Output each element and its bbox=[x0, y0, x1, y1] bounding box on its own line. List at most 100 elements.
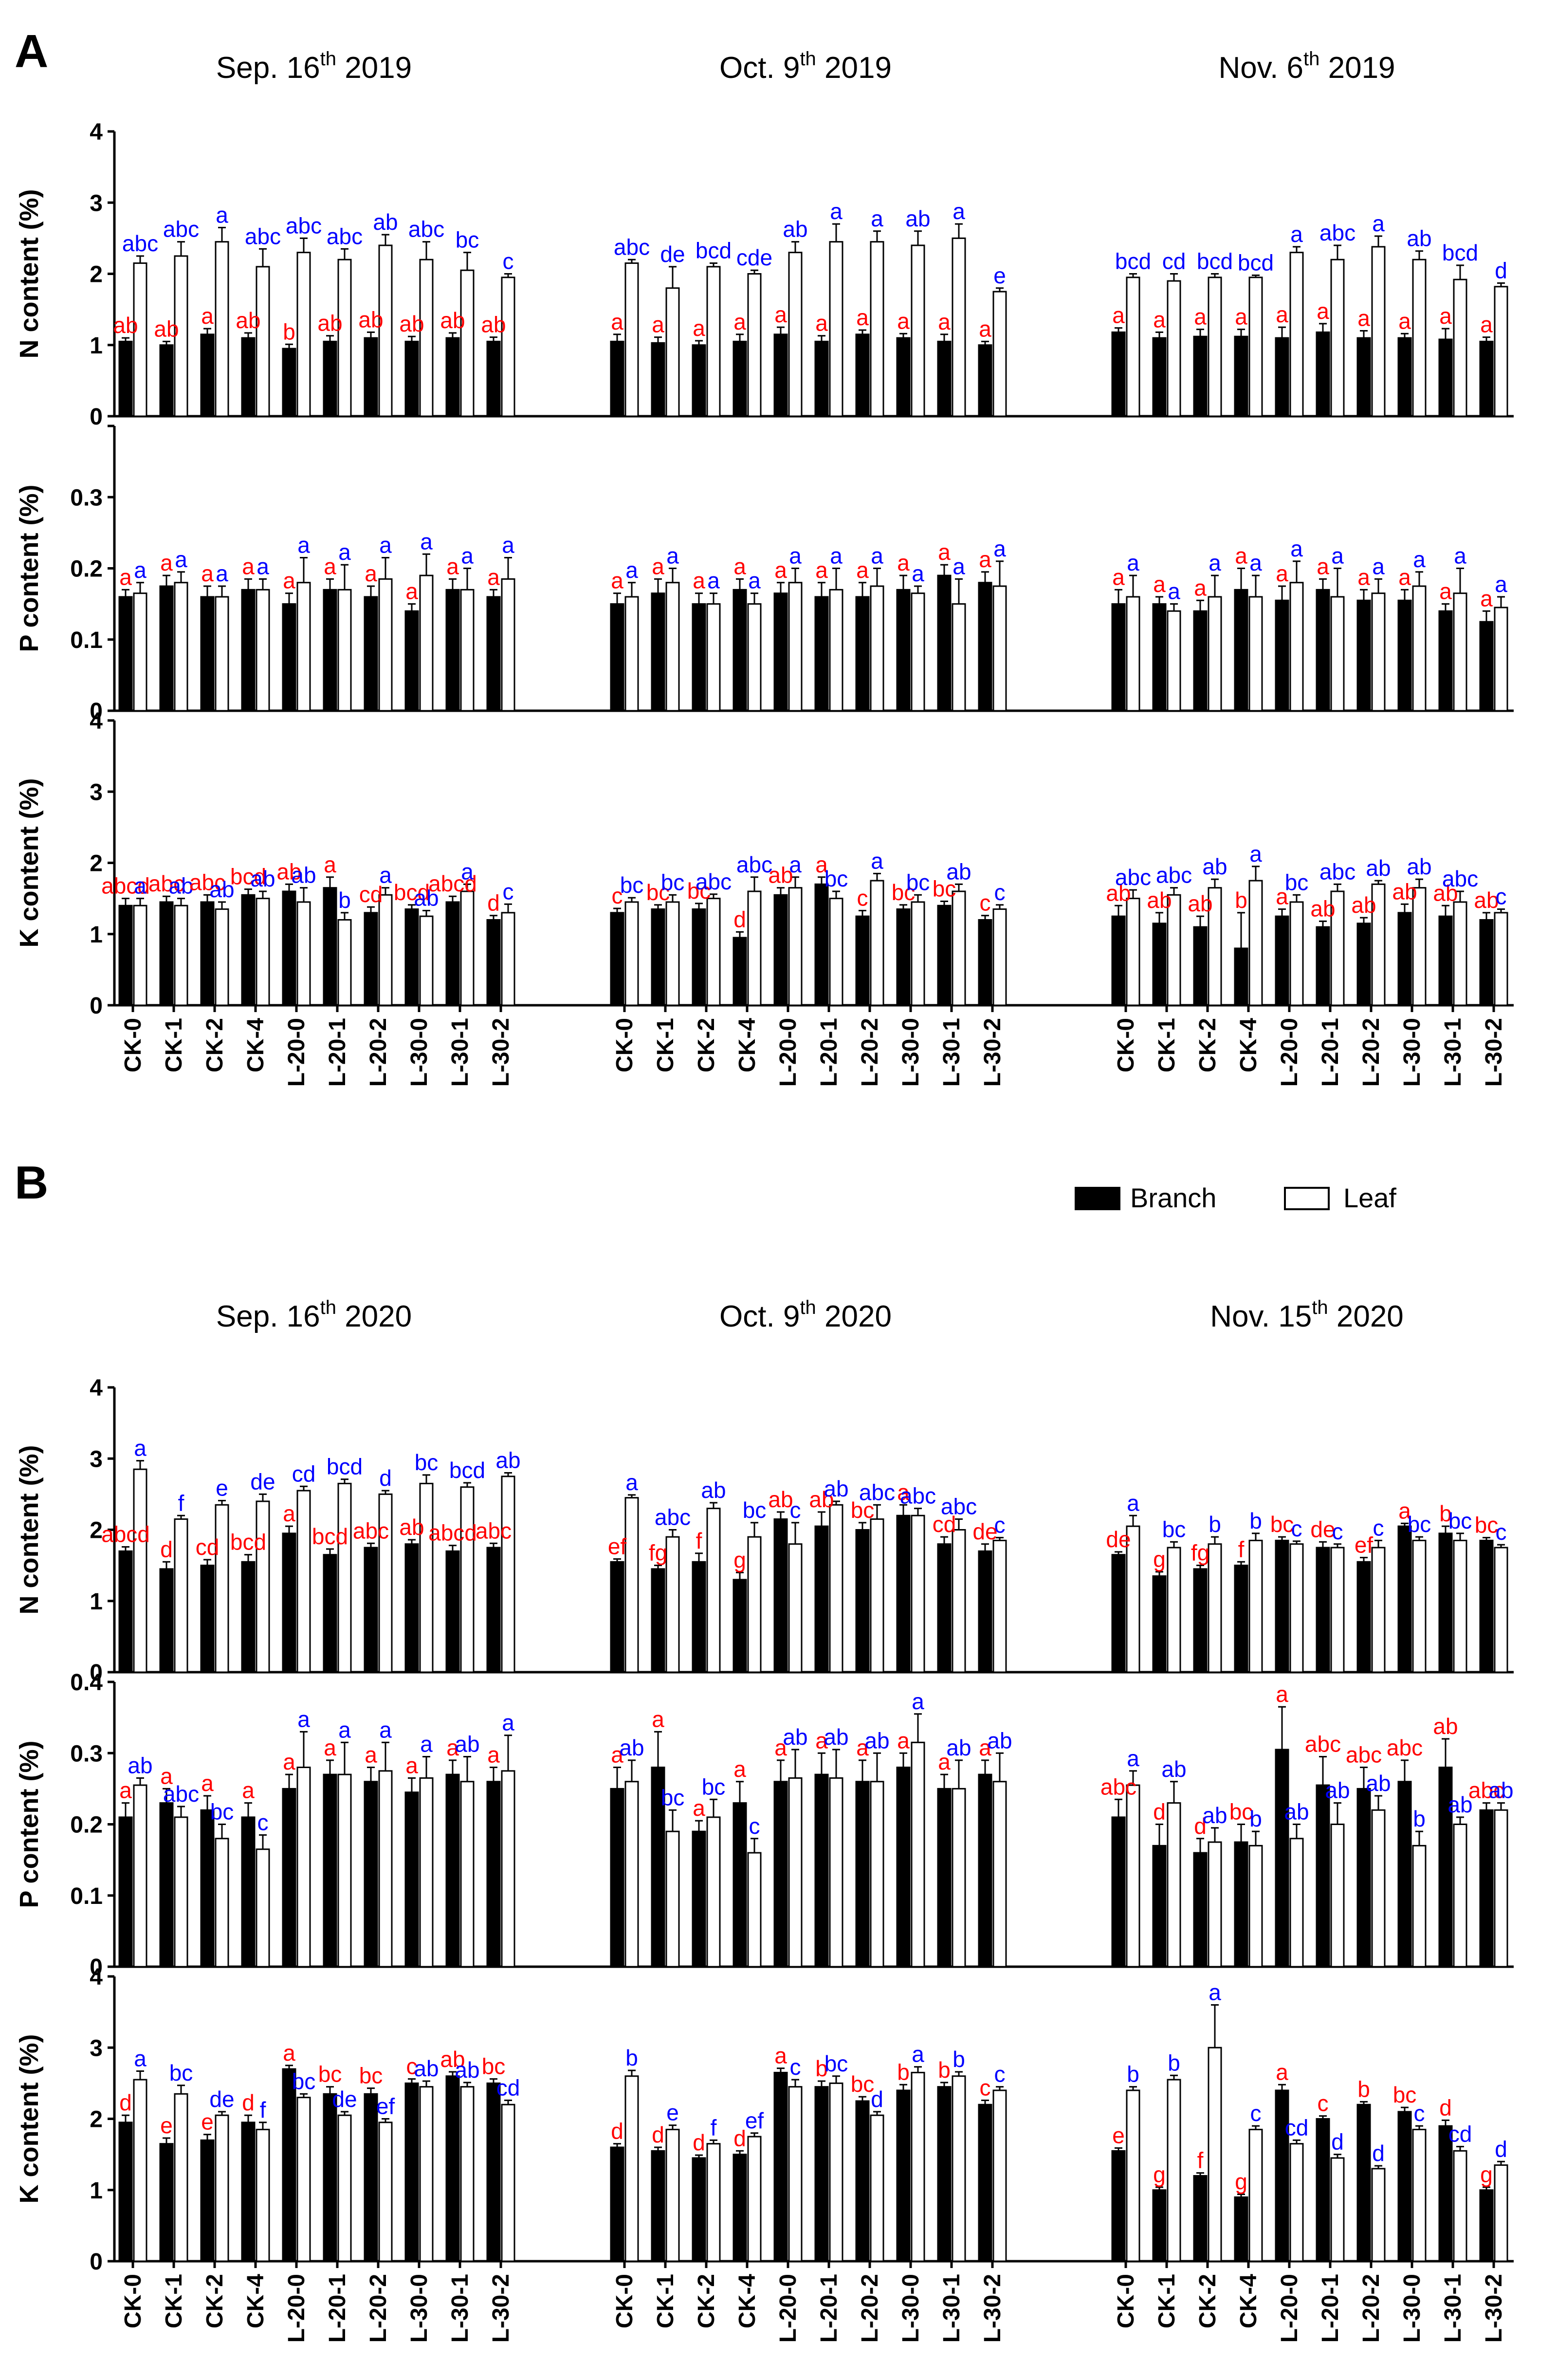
branch-letter: abcd bbox=[101, 873, 150, 899]
leaf-letter: a bbox=[1127, 1490, 1139, 1515]
leaf-bar bbox=[1289, 1838, 1304, 1968]
leaf-bar bbox=[378, 1770, 393, 1968]
leaf-bar bbox=[1371, 246, 1386, 417]
leaf-bar bbox=[1412, 887, 1427, 1006]
branch-bar bbox=[773, 2071, 788, 2262]
x-tick-label: CK-1 bbox=[1154, 2274, 1180, 2328]
branch-bar bbox=[1152, 1845, 1167, 1968]
branch-bar bbox=[364, 596, 378, 712]
leaf-bar bbox=[460, 1486, 475, 1673]
leaf-bar bbox=[992, 1539, 1007, 1673]
leaf-bar bbox=[133, 262, 147, 417]
branch-letter: a bbox=[487, 564, 500, 590]
leaf-bar bbox=[1494, 2164, 1508, 2262]
leaf-letter: ab bbox=[1407, 226, 1431, 251]
leaf-letter: ab bbox=[824, 1476, 848, 1501]
legend-branch-label: Branch bbox=[1130, 1182, 1216, 1213]
leaf-bar bbox=[1494, 1547, 1508, 1673]
branch-letter: a bbox=[733, 309, 746, 334]
leaf-bar bbox=[1167, 610, 1181, 712]
leaf-letter: bc bbox=[824, 2051, 848, 2076]
leaf-bar bbox=[1330, 258, 1345, 417]
leaf-letter: d bbox=[871, 2086, 883, 2112]
leaf-bar bbox=[1330, 1547, 1345, 1673]
branch-letter: g bbox=[733, 1547, 746, 1572]
branch-bar bbox=[1397, 912, 1412, 1006]
branch-bar bbox=[1152, 2189, 1167, 2262]
leaf-letter: de bbox=[209, 2086, 234, 2112]
branch-letter: a bbox=[938, 539, 951, 565]
branch-letter: a bbox=[119, 1778, 132, 1803]
leaf-bar bbox=[952, 603, 966, 712]
leaf-letter: a bbox=[912, 1689, 924, 1714]
leaf-bar bbox=[829, 589, 843, 712]
y-tick-label: 0.4 bbox=[70, 1670, 103, 1696]
branch-bar bbox=[1111, 915, 1126, 1006]
y-tick-label: 3 bbox=[90, 2035, 103, 2061]
y-tick-label: 4 bbox=[90, 1964, 103, 1990]
branch-bar bbox=[651, 1767, 665, 1968]
branch-letter: bc bbox=[482, 2054, 506, 2079]
leaf-letter: abc bbox=[122, 231, 158, 256]
branch-letter: a bbox=[1153, 572, 1166, 597]
branch-letter: ab bbox=[317, 311, 342, 336]
branch-bar bbox=[896, 908, 911, 1006]
leaf-letter: bc bbox=[1285, 869, 1309, 895]
leaf-letter: a bbox=[748, 568, 761, 593]
leaf-letter: de bbox=[250, 1469, 275, 1494]
x-tick-label: CK-2 bbox=[694, 1018, 719, 1072]
leaf-letter: c bbox=[1373, 1515, 1384, 1540]
branch-letter: a bbox=[979, 547, 991, 572]
leaf-bar bbox=[1289, 901, 1304, 1006]
x-tick-label: L-30-2 bbox=[1481, 1018, 1507, 1087]
leaf-bar bbox=[870, 880, 884, 1006]
leaf-bar bbox=[1453, 1539, 1467, 1673]
x-tick-label: CK-0 bbox=[1113, 1018, 1139, 1072]
branch-letter: bc bbox=[933, 876, 956, 901]
branch-bar bbox=[692, 908, 706, 1006]
leaf-bar bbox=[747, 1852, 762, 1968]
branch-bar bbox=[978, 344, 992, 417]
branch-letter: a bbox=[774, 2043, 787, 2068]
leaf-letter: a bbox=[625, 557, 638, 583]
leaf-letter: bc bbox=[824, 866, 848, 891]
leaf-bar bbox=[1248, 880, 1263, 1006]
leaf-letter: ab bbox=[1366, 1771, 1391, 1796]
branch-bar bbox=[282, 603, 296, 712]
leaf-bar bbox=[215, 2114, 229, 2262]
leaf-letter: f bbox=[178, 1490, 184, 1515]
leaf-bar bbox=[256, 1848, 270, 1968]
leaf-bar bbox=[1289, 252, 1304, 417]
leaf-letter: a bbox=[789, 852, 802, 877]
branch-letter: a bbox=[405, 579, 418, 604]
branch-bar bbox=[1275, 1539, 1289, 1673]
branch-letter: abc bbox=[1305, 1732, 1341, 1757]
leaf-letter: c bbox=[790, 2054, 801, 2080]
branch-bar bbox=[937, 904, 952, 1006]
leaf-bar bbox=[1126, 1525, 1140, 1673]
leaf-letter: ab bbox=[1161, 1756, 1186, 1782]
leaf-bar bbox=[1453, 901, 1467, 1006]
branch-letter: d bbox=[119, 2090, 132, 2115]
leaf-bar bbox=[952, 1788, 966, 1968]
leaf-bar bbox=[419, 258, 434, 417]
x-tick-label: L-20-1 bbox=[816, 2274, 842, 2343]
leaf-bar bbox=[1126, 1784, 1140, 1968]
branch-letter: bc bbox=[851, 2071, 875, 2097]
branch-bar bbox=[978, 2103, 992, 2262]
branch-letter: ab bbox=[1433, 1714, 1458, 1739]
leaf-letter: b bbox=[1168, 2050, 1180, 2075]
branch-letter: a bbox=[283, 568, 295, 593]
leaf-bar bbox=[1412, 2128, 1427, 2262]
x-tick-label: CK-4 bbox=[243, 2274, 269, 2328]
branch-bar bbox=[445, 2075, 460, 2262]
leaf-letter: b bbox=[953, 2047, 965, 2072]
branch-letter: a bbox=[856, 1735, 869, 1760]
branch-bar bbox=[1275, 1749, 1289, 1968]
branch-letter: ab bbox=[1351, 892, 1376, 918]
leaf-letter: ab bbox=[783, 217, 807, 242]
branch-bar bbox=[1397, 2111, 1412, 2262]
leaf-bar bbox=[215, 596, 229, 712]
branch-bar bbox=[1356, 2103, 1371, 2262]
branch-bar bbox=[159, 1568, 174, 1673]
